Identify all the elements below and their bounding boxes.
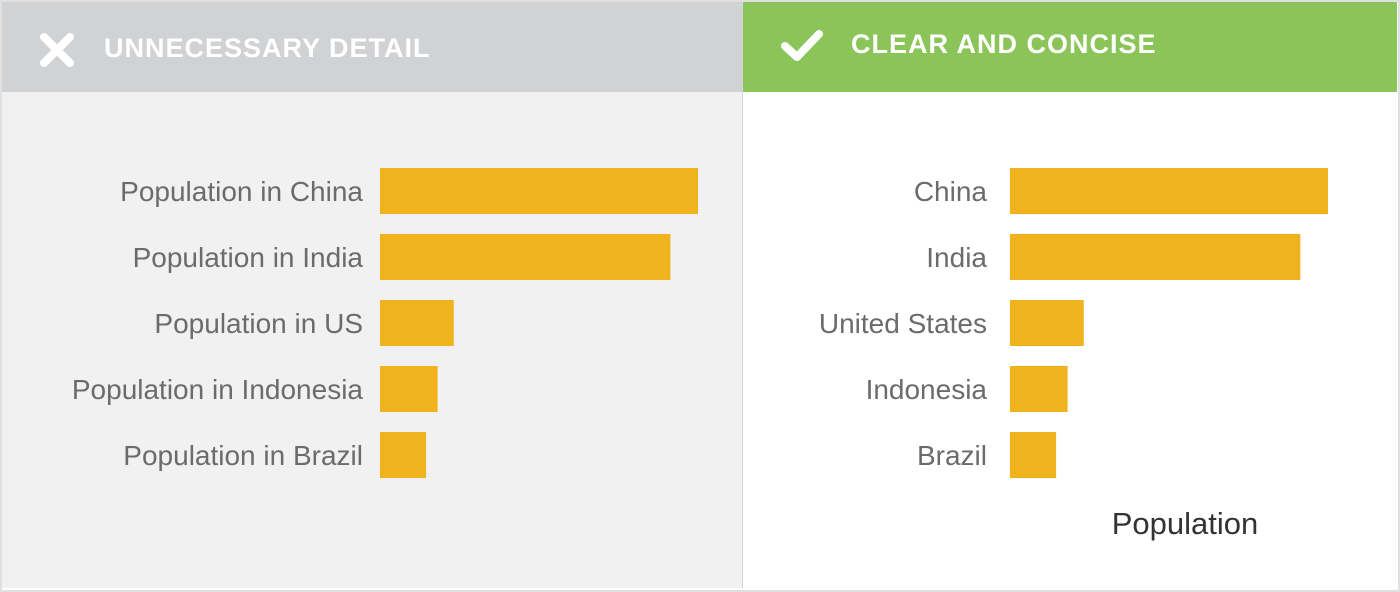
clear-and-concise-panel: CLEAR AND CONCISE <box>743 2 1397 588</box>
left-category-label-4: Population in Brazil <box>123 440 363 471</box>
panel-divider <box>742 2 743 588</box>
right-bar-1 <box>1010 234 1301 280</box>
left-category-label-3: Population in Indonesia <box>72 374 364 405</box>
right-bar-chart: China India United States Indonesia Brazil Po… <box>819 168 1328 541</box>
right-bar-4 <box>1010 432 1057 478</box>
left-bar-4 <box>380 432 427 478</box>
right-category-label-1: India <box>926 242 987 273</box>
left-category-label-2: Population in US <box>154 308 363 339</box>
left-bar-3 <box>380 366 438 412</box>
right-bar-0 <box>1010 168 1328 214</box>
left-bar-1 <box>380 234 671 280</box>
right-category-label-2: United States <box>819 308 987 339</box>
unnecessary-detail-title: UNNECESSARY DETAIL <box>104 33 431 63</box>
right-category-label-3: Indonesia <box>866 374 988 405</box>
clear-and-concise-title: CLEAR AND CONCISE <box>851 29 1157 59</box>
clear-and-concise-header: CLEAR AND CONCISE <box>743 2 1397 92</box>
unnecessary-detail-header: UNNECESSARY DETAIL <box>2 2 742 92</box>
left-bar-2 <box>380 300 454 346</box>
right-bar-2 <box>1010 300 1084 346</box>
right-x-axis-title: Population <box>1112 506 1259 541</box>
right-category-label-0: China <box>914 176 988 207</box>
check-mark-icon <box>781 30 823 67</box>
left-bar-0 <box>380 168 698 214</box>
left-bar-chart: Population in China Population in India Po… <box>72 168 698 478</box>
left-category-label-0: Population in China <box>120 176 363 207</box>
unnecessary-detail-panel: UNNECESSARY DETAIL <box>2 2 742 588</box>
x-mark-icon <box>40 33 74 72</box>
right-bar-3 <box>1010 366 1068 412</box>
right-category-label-4: Brazil <box>917 440 987 471</box>
left-category-label-1: Population in India <box>133 242 364 273</box>
